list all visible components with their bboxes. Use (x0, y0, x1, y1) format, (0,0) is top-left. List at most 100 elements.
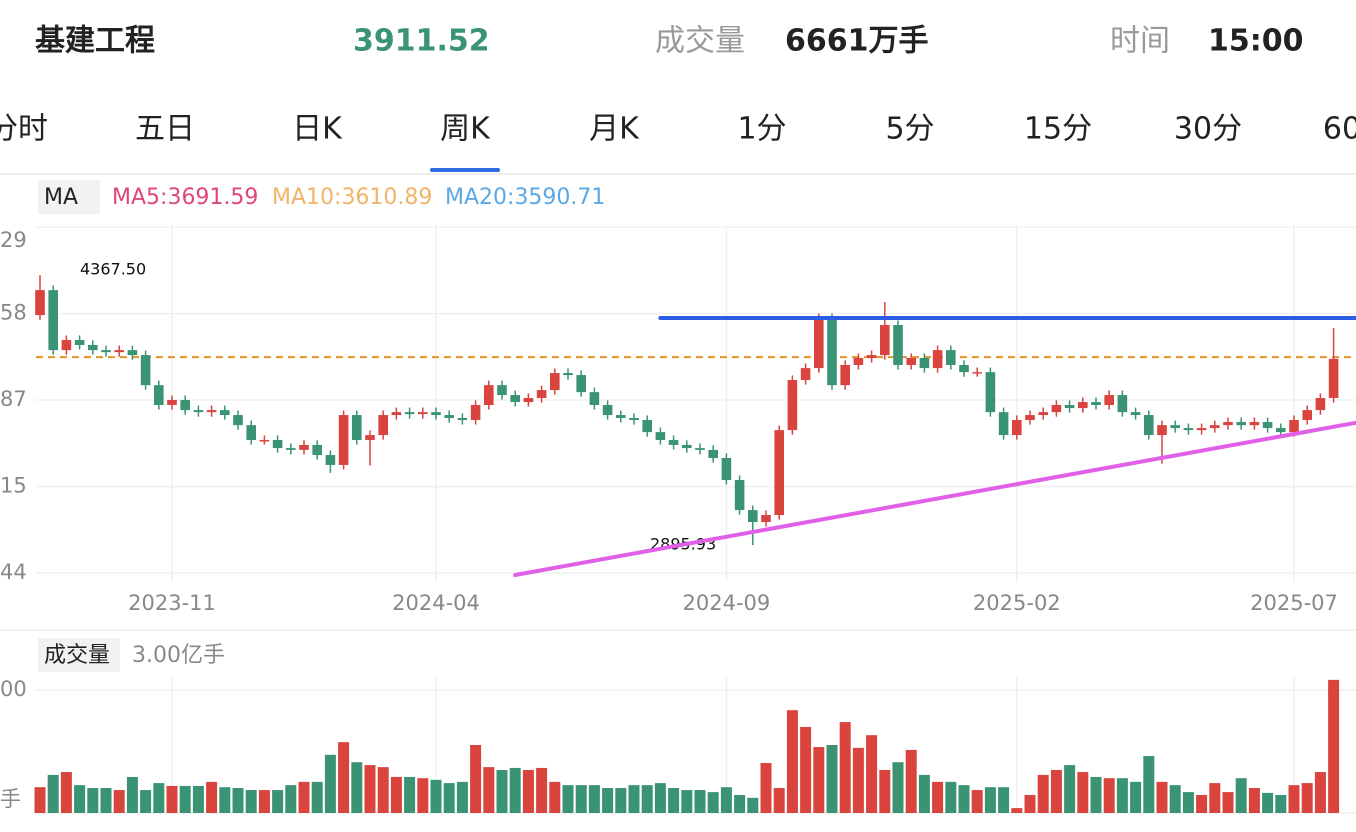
volume-bar (470, 745, 482, 813)
candle-body (431, 412, 441, 416)
volume-bar (192, 785, 204, 813)
volume-bar (1262, 792, 1274, 813)
candle-body (668, 440, 679, 445)
volume-bar (100, 788, 112, 813)
volume-bar (615, 788, 627, 813)
volume-bar (456, 781, 468, 813)
candle-body (497, 385, 507, 396)
candle-body (286, 448, 296, 450)
tab[interactable]: 月K (589, 112, 640, 147)
candle-body (550, 373, 560, 391)
tab[interactable]: 周K (440, 112, 491, 147)
volume-legend-title: 成交量 (44, 643, 110, 668)
volume-bar (522, 769, 534, 813)
volume-bar (1288, 785, 1300, 813)
candle-body (48, 290, 58, 351)
stock-price: 3911.52 (353, 24, 490, 59)
volume-bar (338, 742, 350, 813)
volume-bar (232, 788, 244, 813)
candle-body (220, 410, 230, 416)
volume-bar (892, 762, 904, 813)
tab[interactable]: 日K (292, 112, 343, 147)
volume-bar (351, 762, 363, 813)
volume-bar (1222, 792, 1234, 813)
candle-body (1236, 422, 1246, 426)
candle-body (1262, 422, 1273, 429)
volume-bar (1130, 781, 1142, 813)
volume-bar (258, 790, 270, 813)
volume-bar (826, 745, 838, 813)
volume-bar (958, 785, 970, 813)
volume-bar (1037, 774, 1049, 813)
candle-body (325, 455, 336, 465)
volume-bar (430, 779, 442, 813)
candle-body (1025, 415, 1035, 421)
volume-bar (1196, 794, 1208, 813)
candle-body (1064, 404, 1075, 409)
candle-body (932, 350, 943, 369)
volume-bar (694, 790, 706, 813)
volume-bar (509, 767, 521, 813)
tab[interactable]: 15分 (1024, 112, 1092, 147)
candle-body (576, 375, 586, 393)
volume-bar (562, 785, 574, 813)
tab[interactable]: 1分 (737, 112, 786, 147)
volume-bar (536, 767, 548, 813)
tab[interactable]: 分时 (0, 112, 48, 147)
tab[interactable]: 60 (1323, 112, 1356, 147)
volume-bar (654, 783, 666, 813)
candle-body (1117, 395, 1128, 413)
volume-bar (707, 792, 719, 813)
volume-bar (47, 774, 59, 813)
volume-bar (945, 781, 957, 813)
candle-body (1223, 422, 1233, 426)
candle-body (787, 380, 798, 431)
volume-bar (773, 788, 785, 813)
ma-legend-box (38, 180, 100, 214)
candle-body (866, 355, 877, 359)
active-tab-underline (430, 168, 500, 172)
volume-bar (1248, 788, 1260, 813)
volume-bar (1090, 776, 1102, 813)
volume-bar (126, 776, 138, 813)
volume-bar (483, 767, 495, 813)
tab[interactable]: 5分 (885, 112, 934, 147)
candle-body (1104, 395, 1114, 405)
volume-bar (575, 785, 587, 813)
candle-body (827, 318, 837, 386)
candle-body (510, 395, 520, 403)
volume-bar (179, 785, 191, 813)
volume-bar (166, 785, 178, 813)
candle-body (629, 417, 639, 421)
y-tick-label: 87 (0, 387, 27, 411)
volume-bar (364, 765, 376, 813)
candle-body (1289, 420, 1299, 433)
volume-bar (1143, 756, 1155, 813)
volume-bar (298, 781, 310, 813)
volume-bar (720, 787, 732, 813)
candle-body (378, 415, 388, 436)
candle-body (814, 318, 824, 369)
candle-body (1183, 428, 1194, 431)
volume-bar (813, 747, 825, 813)
candle-body (602, 404, 613, 416)
time-label: 时间 (1110, 24, 1170, 59)
candle-body (800, 368, 811, 381)
tab[interactable]: 五日 (135, 112, 195, 147)
volume-bar (60, 772, 72, 813)
volume-bar (998, 787, 1010, 813)
volume-bar (747, 797, 759, 813)
candle-body (946, 350, 956, 365)
volume-bar (971, 790, 983, 813)
candle-body (259, 440, 270, 442)
volume-bar (786, 710, 798, 813)
candle-body (1196, 428, 1207, 431)
candle-body (959, 364, 969, 373)
candle-body (1130, 412, 1141, 416)
time-value: 15:00 (1208, 24, 1304, 59)
volume-bar (219, 787, 231, 813)
candle-body (734, 480, 745, 511)
candle-body (365, 435, 375, 441)
tab[interactable]: 30分 (1174, 112, 1242, 147)
